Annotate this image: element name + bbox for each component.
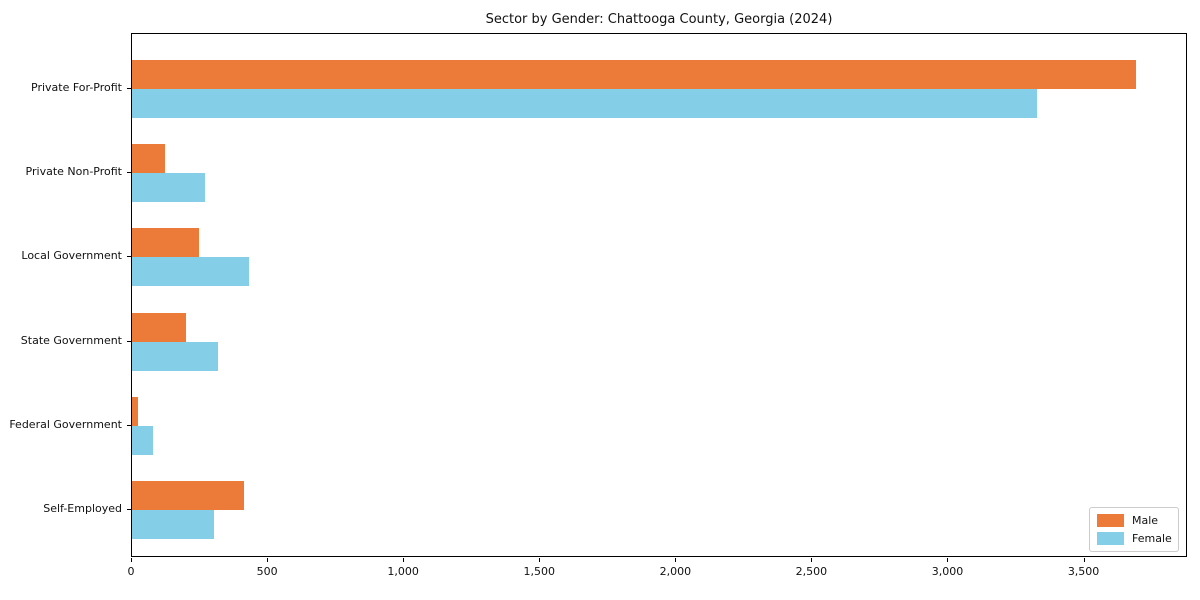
plot-area: [131, 33, 1187, 557]
bar-male-private-for-profit: [132, 60, 1136, 89]
xtick-mark: [947, 558, 949, 562]
xtick-label: 500: [256, 565, 278, 578]
bar-female-private-for-profit: [132, 89, 1037, 118]
xtick-mark: [267, 558, 269, 562]
bar-female-federal-government: [132, 425, 153, 455]
xtick-label: 2,500: [795, 565, 828, 578]
chart-title: Sector by Gender: Chattooga County, Geor…: [485, 12, 833, 27]
xtick-label: 3,500: [1067, 565, 1100, 578]
bar-male-state-government: [132, 312, 186, 342]
xtick-mark: [131, 558, 132, 562]
ytick-label: Private Non-Profit: [25, 165, 122, 179]
xtick-label: 1,500: [523, 565, 555, 578]
ytick-label: Self-Employed: [43, 502, 122, 515]
ytick-mark: [127, 88, 131, 89]
bar-female-state-government: [132, 341, 218, 371]
legend-label-male: Male: [1132, 514, 1159, 527]
ytick-mark: [127, 172, 131, 174]
bar-female-self-employed: [132, 510, 214, 539]
xtick-mark: [1083, 558, 1085, 562]
ytick-label: Federal Government: [9, 417, 122, 431]
xtick-mark: [811, 558, 813, 562]
ytick-mark: [127, 340, 131, 342]
legend-label-female: Female: [1132, 532, 1172, 545]
bar-male-self-employed: [132, 481, 244, 510]
bar-male-local-government: [132, 228, 199, 258]
xtick-mark: [539, 558, 541, 562]
bar-male-federal-government: [132, 396, 138, 426]
legend-swatch-male: [1097, 514, 1124, 527]
ytick-mark: [127, 256, 131, 258]
bar-female-private-non-profit: [132, 173, 205, 203]
ytick-label: Local Government: [21, 249, 122, 263]
legend-entry-female: Female: [1097, 532, 1172, 545]
ytick-mark: [127, 509, 131, 510]
bar-female-local-government: [132, 257, 249, 287]
ytick-label: State Government: [20, 333, 122, 347]
legend-swatch-female: [1097, 532, 1124, 545]
legend-entry-male: Male: [1097, 514, 1170, 527]
xtick-label: 2,000: [659, 565, 692, 578]
ytick-mark: [127, 424, 131, 426]
legend: Male Female: [1089, 507, 1179, 552]
xtick-label: 1,000: [387, 565, 419, 578]
bar-male-private-non-profit: [132, 144, 165, 174]
xtick-label: 0: [127, 565, 135, 578]
xtick-mark: [675, 558, 677, 562]
ytick-label: Private For-Profit: [31, 81, 122, 94]
xtick-label: 3,000: [931, 565, 964, 578]
xtick-mark: [403, 558, 405, 562]
